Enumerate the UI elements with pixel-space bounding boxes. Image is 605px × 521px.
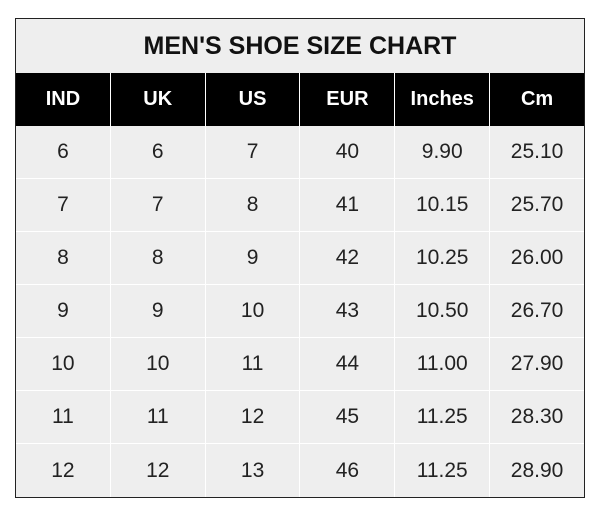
table-cell: 10 bbox=[205, 285, 301, 338]
table-cell: 27.90 bbox=[490, 338, 584, 391]
table-cell: 46 bbox=[300, 444, 396, 497]
table-cell: 8 bbox=[16, 232, 111, 285]
table-row: 7 7 8 41 10.15 25.70 bbox=[16, 179, 584, 232]
table-title: MEN'S SHOE SIZE CHART bbox=[143, 31, 457, 60]
table-cell: 10.15 bbox=[395, 179, 491, 232]
column-header: EUR bbox=[300, 73, 396, 126]
table-cell: 10.25 bbox=[395, 232, 491, 285]
table-cell: 8 bbox=[205, 179, 301, 232]
table-cell: 43 bbox=[300, 285, 396, 338]
table-cell: 28.30 bbox=[490, 391, 584, 444]
table-cell: 7 bbox=[16, 179, 111, 232]
table-cell: 11 bbox=[205, 338, 301, 391]
column-header: IND bbox=[16, 73, 111, 126]
table-cell: 10.50 bbox=[395, 285, 491, 338]
table-cell: 9 bbox=[16, 285, 111, 338]
table-cell: 26.70 bbox=[490, 285, 584, 338]
table-cell: 9 bbox=[110, 285, 206, 338]
table-cell: 9.90 bbox=[395, 126, 491, 179]
table-cell: 12 bbox=[16, 444, 111, 497]
table-cell: 8 bbox=[110, 232, 206, 285]
table-cell: 11 bbox=[16, 391, 111, 444]
table-cell: 11 bbox=[110, 391, 206, 444]
table-cell: 7 bbox=[205, 126, 301, 179]
table-cell: 12 bbox=[205, 391, 301, 444]
column-header: Cm bbox=[520, 88, 554, 110]
table-cell: 11.25 bbox=[395, 444, 491, 497]
table-cell: 12 bbox=[111, 444, 206, 497]
table-cell: 6 bbox=[110, 126, 206, 179]
column-header: Inches bbox=[395, 73, 491, 126]
table-cell: 11.25 bbox=[395, 391, 491, 444]
table-cell: 26.00 bbox=[490, 232, 584, 285]
table-row: 6 6 7 40 9.90 25.10 bbox=[16, 126, 584, 179]
table-cell: 41 bbox=[300, 179, 396, 232]
table-cell: 11.00 bbox=[395, 338, 491, 391]
table-row: 8 8 9 42 10.25 26.00 bbox=[16, 232, 584, 285]
table-cell: 40 bbox=[300, 126, 396, 179]
table-cell: 7 bbox=[110, 179, 206, 232]
table-cell: 42 bbox=[300, 232, 396, 285]
table-row: 11 11 12 45 11.25 28.30 bbox=[16, 391, 584, 444]
table-row: 10 10 11 44 11.00 27.90 bbox=[16, 338, 584, 391]
table-cell: 13 bbox=[206, 444, 301, 497]
table-cell: 10 bbox=[110, 338, 206, 391]
table-row: 9 9 10 43 10.50 26.70 bbox=[16, 285, 584, 338]
table-body: 6 6 7 40 9.90 25.10 7 7 8 41 10.15 25.70 8 8 9 42 10.25 2… bbox=[16, 126, 584, 497]
table-cell: 25.70 bbox=[490, 179, 584, 232]
table-row: 12 12 13 46 11.25 28.90 bbox=[16, 444, 584, 497]
table-cell: 10 bbox=[16, 338, 111, 391]
table-cell: 28.90 bbox=[510, 458, 564, 482]
column-header: UK bbox=[111, 73, 206, 126]
table-cell: 9 bbox=[205, 232, 301, 285]
shoe-size-table: MEN'S SHOE SIZE CHART IND UK US EUR Inches Cm… bbox=[15, 18, 585, 498]
table-cell: 25.10 bbox=[490, 126, 584, 179]
table-cell: 6 bbox=[16, 126, 111, 179]
column-header: US bbox=[206, 73, 301, 126]
header-row: IND UK US EUR Inches Cm bbox=[16, 73, 584, 126]
table-cell: 45 bbox=[300, 391, 396, 444]
table-cell: 44 bbox=[300, 338, 396, 391]
